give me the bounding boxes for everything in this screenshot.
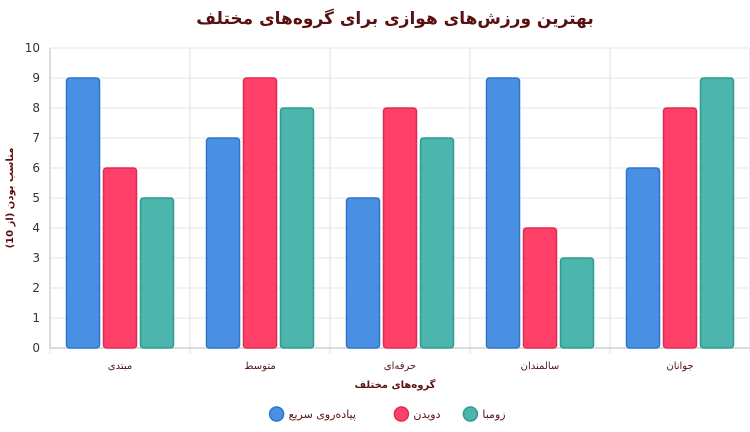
bar xyxy=(205,137,241,349)
y-tick-label: 1 xyxy=(32,311,40,325)
bar xyxy=(65,77,101,349)
y-tick-label: 4 xyxy=(32,221,40,235)
bar xyxy=(419,137,455,349)
legend-marker xyxy=(462,406,479,422)
y-tick-label: 6 xyxy=(32,161,40,175)
bar xyxy=(522,227,558,349)
chart-title: بهترین ورزش‌های هوازی برای گروه‌های مختل… xyxy=(196,8,593,29)
bar xyxy=(382,107,418,349)
y-tick-label: 5 xyxy=(32,191,40,205)
legend: پیاده‌روی سریع دویدن زومبا xyxy=(268,406,506,422)
bar xyxy=(485,77,521,349)
legend-label: پیاده‌روی سریع xyxy=(289,408,356,421)
x-tick-label: سالمندان xyxy=(521,361,560,372)
y-tick-label: 10 xyxy=(25,41,40,55)
x-tick-label: مبتدی xyxy=(108,361,132,372)
bar xyxy=(242,77,278,349)
bar xyxy=(139,197,175,349)
y-tick-label: 2 xyxy=(32,281,40,295)
x-tick-label: حرفه‌ای xyxy=(384,361,416,372)
bar xyxy=(625,167,661,349)
bar xyxy=(559,257,595,349)
legend-label: دویدن xyxy=(413,408,440,421)
labels: 0 1 2 3 4 5 6 7 8 9 10 مبتدی متوسط حرفه‌ای سالمندان جوا… xyxy=(25,41,694,372)
bar xyxy=(699,77,735,349)
bar xyxy=(662,107,698,349)
x-tick-label: جوانان xyxy=(666,361,693,372)
bar xyxy=(279,107,315,349)
bar xyxy=(345,197,381,349)
y-tick-label: 8 xyxy=(32,101,40,115)
y-axis-title: مناسب بودن (از 10) xyxy=(5,148,16,249)
y-tick-label: 0 xyxy=(32,341,40,355)
x-axis-title: گروه‌های مختلف xyxy=(355,378,436,391)
x-tick-label: متوسط xyxy=(244,361,275,372)
legend-label: زومبا xyxy=(482,408,505,421)
y-tick-label: 7 xyxy=(32,131,40,145)
bars xyxy=(65,77,735,349)
legend-marker xyxy=(268,406,285,422)
y-tick-label: 3 xyxy=(32,251,40,265)
legend-marker xyxy=(393,406,410,422)
bar xyxy=(102,167,138,349)
y-tick-label: 9 xyxy=(32,71,40,85)
